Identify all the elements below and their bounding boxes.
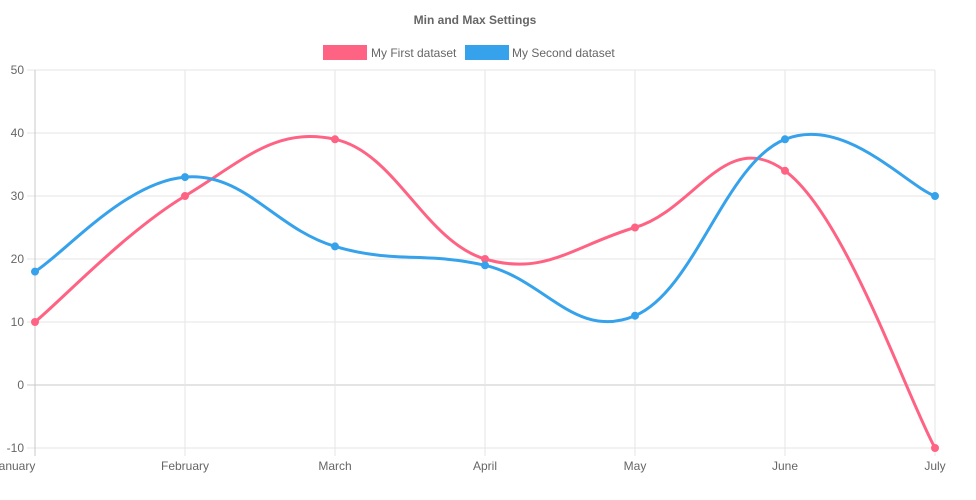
- legend-swatch-first-dataset: [323, 45, 367, 60]
- legend-label-first-dataset: My First dataset: [371, 46, 457, 60]
- data-point-first-dataset[interactable]: [31, 318, 39, 326]
- y-tick-label: -10: [7, 441, 25, 455]
- x-tick-label: June: [772, 459, 798, 473]
- chart-title: Min and Max Settings: [414, 13, 537, 27]
- x-tick-label: March: [318, 459, 351, 473]
- data-point-first-dataset[interactable]: [781, 166, 789, 175]
- data-points: [31, 135, 939, 452]
- axis-ticks: -10 0 10 20 30 40 50 January February March April M…: [0, 63, 946, 473]
- data-point-second-dataset[interactable]: [31, 267, 39, 276]
- data-point-second-dataset[interactable]: [781, 135, 789, 144]
- data-point-second-dataset[interactable]: [931, 192, 939, 200]
- legend: My First dataset My Second dataset: [323, 45, 615, 60]
- legend-label-second-dataset: My Second dataset: [512, 46, 615, 60]
- data-point-second-dataset[interactable]: [481, 261, 489, 270]
- y-tick-label: 10: [11, 315, 25, 329]
- x-tick-label: July: [924, 459, 945, 473]
- legend-item-second-dataset[interactable]: My Second dataset: [465, 45, 615, 60]
- grid: [27, 69, 936, 456]
- y-tick-label: 40: [11, 126, 25, 140]
- legend-swatch-second-dataset: [465, 45, 509, 60]
- legend-item-first-dataset[interactable]: My First dataset: [323, 45, 457, 60]
- y-tick-label: 0: [17, 378, 24, 392]
- y-tick-label: 20: [11, 252, 25, 266]
- data-point-second-dataset[interactable]: [631, 311, 639, 320]
- data-point-first-dataset[interactable]: [931, 444, 939, 452]
- data-point-second-dataset[interactable]: [181, 173, 189, 182]
- data-point-first-dataset[interactable]: [631, 223, 639, 232]
- x-tick-label: February: [161, 459, 209, 473]
- data-point-first-dataset[interactable]: [181, 192, 189, 200]
- data-point-first-dataset[interactable]: [331, 135, 339, 144]
- x-tick-label: January: [0, 459, 35, 473]
- x-tick-label: May: [624, 459, 647, 473]
- x-tick-label: April: [473, 459, 497, 473]
- data-point-second-dataset[interactable]: [331, 242, 339, 251]
- y-tick-label: 50: [11, 63, 25, 77]
- y-tick-label: 30: [11, 189, 25, 203]
